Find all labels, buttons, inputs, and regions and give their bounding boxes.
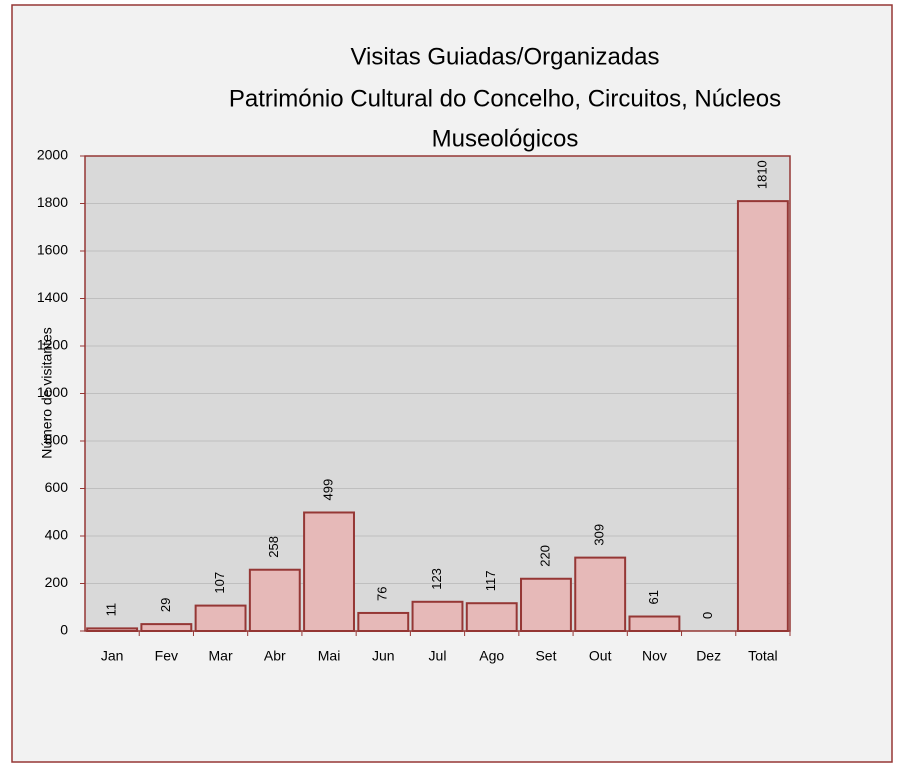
bar [357, 611, 410, 633]
x-tick-label: Mai [318, 648, 341, 664]
bar [736, 200, 789, 632]
bar [520, 577, 572, 632]
x-tick-label: Jan [101, 648, 124, 664]
x-tick-label: Ago [479, 648, 504, 664]
y-tick-label: 1200 [37, 337, 68, 353]
chart-title: Museológicos [432, 125, 579, 152]
x-tick-label: Jun [372, 648, 395, 664]
value-label: 11 [104, 603, 119, 617]
y-tick-label: 2000 [37, 147, 68, 163]
bar [411, 600, 464, 632]
value-label: 123 [429, 568, 444, 590]
value-label: 107 [212, 572, 227, 594]
y-tick-label: 1600 [37, 242, 68, 258]
value-label: 220 [537, 545, 552, 567]
bar [574, 556, 627, 632]
y-tick-label: 1800 [37, 194, 68, 210]
bar [248, 568, 301, 632]
x-tick-label: Fev [155, 648, 178, 664]
y-tick-label: 800 [45, 432, 69, 448]
bar [140, 623, 193, 632]
value-label: 0 [700, 612, 715, 619]
y-tick-label: 0 [60, 622, 68, 638]
value-label: 1810 [754, 160, 769, 189]
y-tick-label: 1000 [37, 384, 68, 400]
value-label: 117 [483, 570, 498, 591]
y-tick-label: 1400 [37, 289, 68, 305]
value-label: 76 [375, 586, 390, 600]
x-tick-label: Nov [642, 648, 667, 664]
bar [465, 602, 518, 633]
value-label: 309 [592, 524, 607, 546]
chart-title: Visitas Guiadas/Organizadas [350, 43, 659, 70]
y-tick-label: 400 [45, 527, 69, 543]
value-label: 499 [320, 479, 335, 501]
value-label: 29 [158, 598, 173, 612]
x-tick-label: Mar [209, 648, 233, 664]
y-axis-label: Número de visitantes [39, 327, 55, 459]
y-tick-label: 200 [45, 574, 69, 590]
y-tick-label: 600 [45, 479, 69, 495]
x-tick-label: Set [535, 648, 556, 664]
value-label: 61 [646, 590, 661, 604]
x-tick-label: Dez [696, 648, 721, 664]
bar [194, 604, 247, 633]
bar [303, 511, 355, 632]
x-tick-label: Out [589, 648, 612, 664]
bar [628, 615, 681, 633]
chart-title: Património Cultural do Concelho, Circuit… [229, 85, 781, 112]
x-tick-label: Abr [264, 648, 286, 664]
x-tick-label: Jul [429, 648, 447, 664]
value-label: 258 [266, 536, 281, 558]
x-tick-label: Total [748, 648, 778, 664]
plot-border [84, 155, 791, 632]
